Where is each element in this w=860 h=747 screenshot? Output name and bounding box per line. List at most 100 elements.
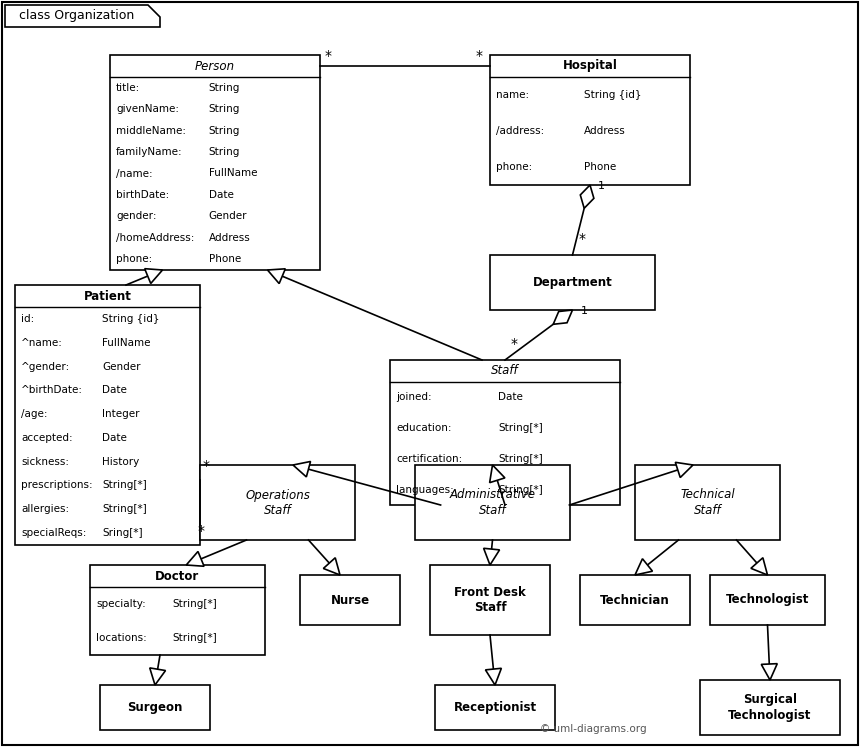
Text: Front Desk
Staff: Front Desk Staff [454,586,525,614]
Polygon shape [553,310,573,324]
Text: locations:: locations: [96,633,147,643]
Text: ^gender:: ^gender: [21,362,71,371]
Text: *: * [203,459,210,473]
Text: Technician: Technician [600,594,670,607]
Bar [700,680,840,735]
Text: Patient: Patient [83,290,132,303]
Text: Administrative
Staff: Administrative Staff [450,489,536,516]
Text: /address:: /address: [496,126,544,136]
Text: Phone: Phone [209,254,241,264]
Text: specialty:: specialty: [96,599,145,609]
Text: Surgeon: Surgeon [127,701,182,714]
Polygon shape [485,669,501,685]
Text: 1: 1 [598,181,605,191]
Polygon shape [5,5,160,27]
Text: /name:: /name: [116,169,152,179]
Text: String: String [209,104,240,114]
Text: givenName:: givenName: [116,104,179,114]
Text: String: String [209,125,240,136]
Bar [200,465,355,540]
Text: History: History [102,456,139,467]
Polygon shape [489,465,505,483]
Text: Receptionist: Receptionist [453,701,537,714]
Polygon shape [675,462,693,477]
Bar [435,685,555,730]
Polygon shape [187,551,204,566]
Text: FullName: FullName [209,169,257,179]
Text: Date: Date [102,385,126,395]
Text: *: * [476,49,483,63]
Text: familyName:: familyName: [116,147,182,157]
Bar [580,575,690,625]
Polygon shape [751,558,767,575]
Text: title:: title: [116,83,140,93]
Text: Operations
Staff: Operations Staff [245,489,310,516]
Text: /age:: /age: [21,409,47,419]
Text: Staff: Staff [491,365,519,377]
Polygon shape [323,558,340,575]
Text: phone:: phone: [116,254,152,264]
Bar [90,565,265,655]
Text: String {id}: String {id} [102,314,159,324]
Polygon shape [483,548,500,565]
Text: Date: Date [102,433,126,443]
Text: languages:: languages: [396,485,454,495]
Text: Nurse: Nurse [330,594,370,607]
Bar [100,685,210,730]
Polygon shape [580,185,594,208]
Text: String: String [209,147,240,157]
Text: birthDate:: birthDate: [116,190,169,200]
Bar [415,465,570,540]
Bar [15,285,200,545]
Text: gender:: gender: [116,211,157,221]
Text: sickness:: sickness: [21,456,69,467]
Text: Phone: Phone [584,162,617,172]
Text: *: * [511,337,518,351]
Text: Date: Date [209,190,234,200]
Bar [710,575,825,625]
Text: String[*]: String[*] [102,504,147,514]
Text: ^birthDate:: ^birthDate: [21,385,83,395]
Text: ^name:: ^name: [21,338,63,347]
Bar [430,565,550,635]
Polygon shape [267,269,286,284]
Text: String[*]: String[*] [498,485,543,495]
Text: /homeAddress:: /homeAddress: [116,233,194,243]
Text: Person: Person [195,60,235,72]
Text: prescriptions:: prescriptions: [21,480,93,491]
Bar [390,360,620,505]
Text: certification:: certification: [396,454,463,464]
Text: education:: education: [396,423,452,433]
Text: id:: id: [21,314,34,324]
Text: Address: Address [209,233,250,243]
Text: Gender: Gender [209,211,247,221]
Text: © uml-diagrams.org: © uml-diagrams.org [540,724,647,734]
Polygon shape [761,663,777,680]
Text: phone:: phone: [496,162,532,172]
Text: *: * [198,524,205,538]
Text: allergies:: allergies: [21,504,69,514]
Text: specialReqs:: specialReqs: [21,528,86,538]
Bar [110,55,320,270]
Bar [300,575,400,625]
Polygon shape [293,462,310,477]
Text: *: * [579,232,586,246]
Text: 1: 1 [580,306,587,316]
Text: String[*]: String[*] [498,454,543,464]
Polygon shape [635,559,653,575]
Bar [490,55,690,185]
Text: String[*]: String[*] [172,599,217,609]
Text: Technologist: Technologist [726,594,809,607]
Text: Integer: Integer [102,409,139,419]
Text: joined:: joined: [396,392,432,403]
Text: class Organization: class Organization [19,10,134,22]
Text: String[*]: String[*] [102,480,147,491]
Text: name:: name: [496,90,529,100]
Text: String[*]: String[*] [498,423,543,433]
Polygon shape [144,269,163,283]
Text: Surgical
Technologist: Surgical Technologist [728,693,812,722]
Text: *: * [325,49,332,63]
Text: Date: Date [498,392,523,403]
Text: FullName: FullName [102,338,150,347]
Text: Sring[*]: Sring[*] [102,528,143,538]
